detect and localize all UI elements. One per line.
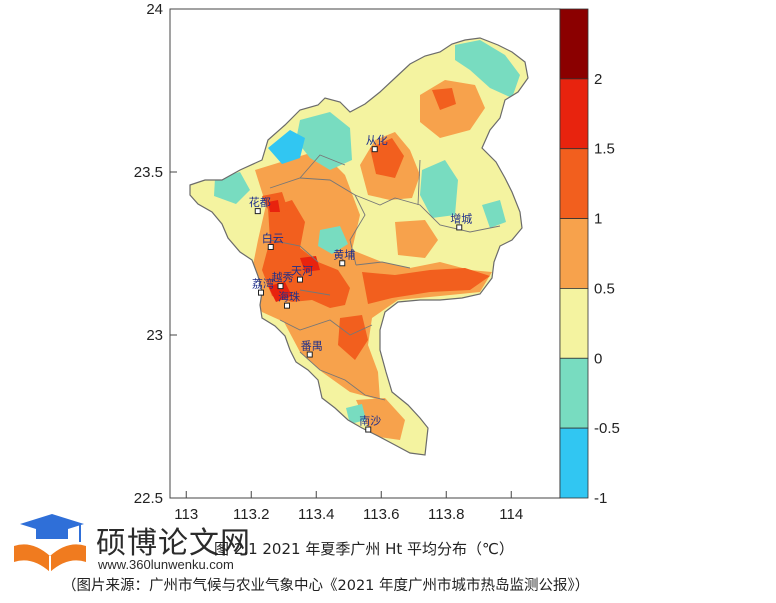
- y-tick-label: 22.5: [134, 490, 163, 507]
- y-tick-label: 23.5: [134, 164, 163, 181]
- hottest-spot-3: [268, 200, 280, 212]
- cool-zone-mid: [318, 226, 348, 254]
- y-axis-ticks: 24 23.5 23 22.5: [134, 1, 177, 507]
- graduation-cap-book-icon: [14, 514, 86, 572]
- figure-caption: 图 2.1 2021 年夏季广州 Ht 平均分布（℃）: [214, 540, 514, 558]
- district-borders: [269, 154, 501, 401]
- x-tick-label: 113.8: [428, 506, 464, 523]
- watermark-url: www.360lunwenku.com: [98, 557, 234, 572]
- y-tick-label: 24: [146, 1, 163, 18]
- legend-swatch: [559, 148, 589, 219]
- district-marker: [254, 208, 261, 215]
- district-label: 越秀: [272, 270, 294, 284]
- district-marker: [267, 243, 274, 250]
- district-label: 从化: [366, 133, 388, 147]
- hot-zone-east-band: [362, 268, 490, 304]
- district-marker: [297, 276, 303, 283]
- hottest-spot-1: [268, 282, 292, 302]
- figure-source: （图片来源：广州市气候与农业气象中心《2021 年度广州市城市热岛监测公报》）: [62, 578, 590, 594]
- district-marker: [456, 224, 463, 231]
- watermark-name: 硕博论文网: [96, 526, 251, 561]
- district-marker: [339, 260, 346, 267]
- warm-zone-south: [356, 398, 405, 440]
- district-label: 荔湾: [252, 277, 274, 291]
- legend-label: 0: [594, 350, 602, 367]
- district-label: 黄埔: [333, 247, 355, 261]
- x-tick-label: 113.2: [233, 506, 269, 523]
- legend-label: -1: [594, 490, 607, 507]
- x-tick-label: 113.4: [298, 506, 334, 523]
- district-label: 南沙: [359, 415, 381, 428]
- hot-zone-urban: [262, 200, 350, 308]
- x-tick-label: 114: [499, 506, 523, 523]
- hot-zone-north-core: [370, 138, 404, 178]
- watermark: 硕博论文网 www.360lunwenku.com: [10, 512, 310, 582]
- district-marker: [306, 351, 313, 358]
- district-marker: [284, 302, 290, 309]
- legend-label: 0.5: [594, 280, 615, 297]
- cool-zone-south: [346, 404, 366, 424]
- legend-swatch: [559, 357, 589, 429]
- x-axis-ticks: 113 113.2 113.4 113.6 113.8 114: [174, 491, 523, 523]
- district-marker: [365, 426, 372, 433]
- cool-zone-east: [420, 160, 458, 218]
- hottest-spot-2: [300, 256, 320, 272]
- legend-label: -0.5: [594, 420, 620, 437]
- cool-zone-ne: [455, 40, 520, 98]
- district-label: 番禺: [301, 340, 323, 353]
- cool-zone-east2: [482, 200, 506, 228]
- district-label: 增城: [450, 211, 472, 225]
- legend-swatch: [559, 218, 589, 289]
- district-label: 花都: [249, 196, 271, 209]
- y-tick-label: 23: [146, 327, 163, 344]
- hot-zone-ne-core: [432, 88, 456, 110]
- warm-zone-east: [395, 220, 438, 258]
- legend-label: 1.5: [594, 141, 615, 158]
- district-marker: [371, 146, 378, 153]
- district-label: 天河: [291, 265, 313, 278]
- cool-zone-north: [296, 112, 352, 170]
- x-tick-label: 113: [174, 506, 198, 523]
- x-tick-label: 113.6: [363, 506, 399, 523]
- hot-zone-south-core: [338, 315, 368, 360]
- legend-label: 1: [594, 211, 602, 228]
- district-label: 海珠: [278, 290, 300, 304]
- guangzhou-boundary: [189, 37, 529, 456]
- color-legend: 2 1.5 1 0.5 0 -0.5 -1: [559, 8, 620, 507]
- district-marker: [258, 289, 264, 296]
- coldest-spot: [268, 130, 305, 164]
- legend-swatch: [559, 78, 589, 150]
- legend-swatch: [559, 288, 589, 359]
- legend-label: 2: [594, 71, 602, 88]
- district-label: 白云: [262, 231, 284, 245]
- legend-swatch: [559, 427, 589, 499]
- legend-swatch: [559, 8, 589, 80]
- district-marker: [277, 283, 284, 290]
